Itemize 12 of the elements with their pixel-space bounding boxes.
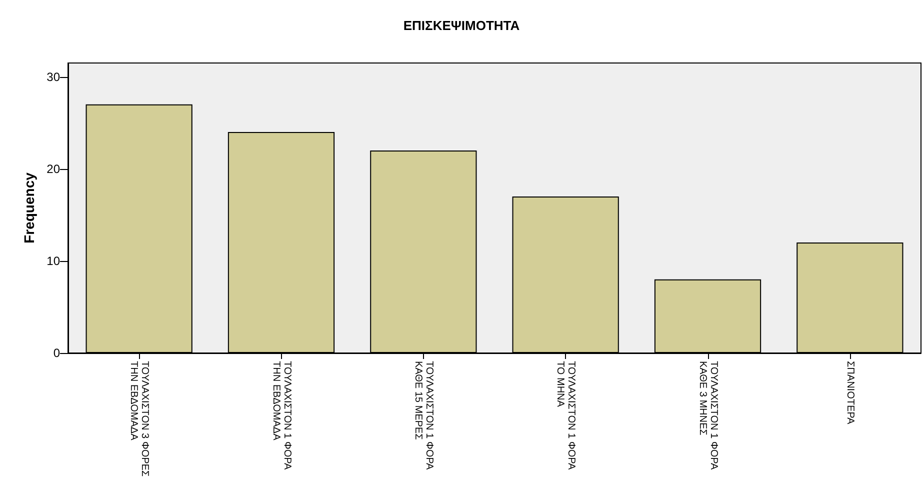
x-tick-label: ΤΟΥΛΑΧΙΣΤΟΝ 1 ΦΟΡΑ ΤΟ ΜΗΝΑ (554, 361, 577, 470)
y-tick-label: 0 (53, 346, 60, 360)
y-axis-title: Frequency (20, 172, 37, 244)
x-tick-label: ΤΟΥΛΑΧΙΣΤΟΝ 1 ΦΟΡΑ ΤΗΝ ΕΒΔΟΜΑΔΑ (270, 361, 292, 470)
chart-title: ΕΠΙΣΚΕΨΙΜΟΤΗΤΑ (403, 18, 520, 33)
x-tick-label: ΣΠΑΝΙΟΤΕΡΑ (844, 361, 856, 425)
x-tick-label: ΤΟΥΛΑΧΙΣΤΟΝ 1 ΦΟΡΑ ΚΑΘΕ 15 ΜΕΡΕΣ (412, 361, 434, 470)
y-tick-label: 30 (46, 70, 60, 84)
x-tick-label: ΤΟΥΛΑΧΙΣΤΟΝ 1 ΦΟΡΑ ΚΑΘΕ 3 ΜΗΝΕΣ (696, 361, 719, 470)
y-tick-label: 20 (46, 162, 60, 176)
x-tick-label: ΤΟΥΛΑΧΙΣΤΟΝ 3 ΦΟΡΕΣ ΤΗΝ ΕΒΔΟΜΑΔΑ (128, 361, 150, 477)
y-tick-label: 10 (46, 254, 60, 268)
